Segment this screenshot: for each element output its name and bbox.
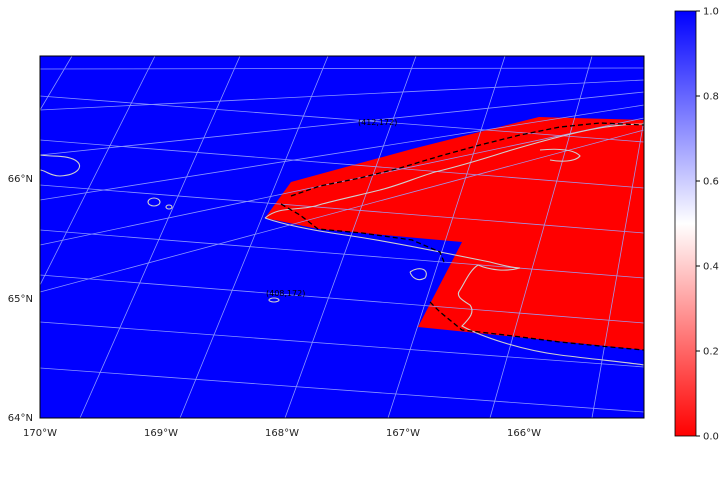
colorbar-tick-label: 0.2	[703, 347, 719, 358]
x-tick-label: 166°W	[507, 428, 541, 439]
colorbar: 0.0 0.2 0.4 0.6 0.8 1.0	[674, 7, 719, 443]
x-tick-label: 170°W	[23, 428, 57, 439]
y-tick-label: 65°N	[8, 294, 33, 305]
colorbar-tick-label: 0.0	[703, 432, 719, 443]
region-boundary	[280, 122, 644, 351]
x-axis-labels: 170°W 169°W 168°W 167°W 166°W	[23, 428, 541, 439]
x-tick-label: 169°W	[144, 428, 178, 439]
annotation-label: (412,172)	[358, 118, 397, 127]
y-tick-label: 66°N	[8, 174, 33, 185]
x-tick-label: 167°W	[386, 428, 420, 439]
map-frame	[39, 55, 645, 419]
colorbar-tick-label: 0.4	[703, 262, 719, 273]
map-panel	[40, 56, 644, 418]
annotation-label: (408,172)	[266, 289, 305, 298]
colorbar-tick-label: 0.6	[703, 177, 719, 188]
y-tick-label: 64°N	[8, 413, 33, 424]
red-region	[265, 117, 644, 350]
graticule	[40, 56, 644, 418]
colorbar-tick-label: 0.8	[703, 92, 719, 103]
colorbar-gradient	[674, 10, 697, 437]
colorbar-tick-label: 1.0	[703, 7, 719, 18]
coastline	[40, 123, 644, 366]
colorbar-ticks: 0.0 0.2 0.4 0.6 0.8 1.0	[696, 7, 719, 443]
x-tick-label: 168°W	[265, 428, 299, 439]
y-axis-labels: 64°N 65°N 66°N	[8, 174, 33, 424]
